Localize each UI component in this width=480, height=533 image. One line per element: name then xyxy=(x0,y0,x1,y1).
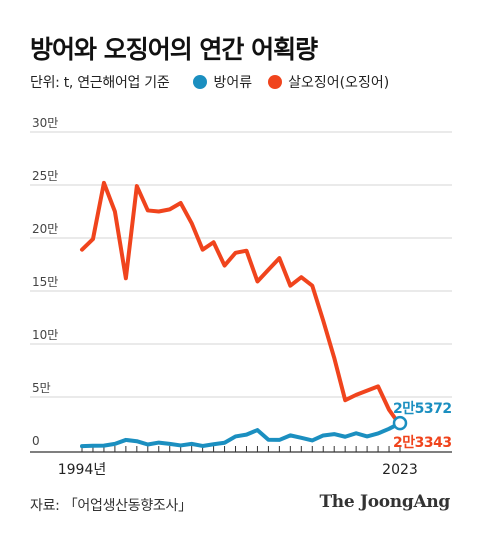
series-lines xyxy=(80,180,402,449)
x-tick-label-end: 2023 xyxy=(382,462,418,478)
y-tick-label: 30만 xyxy=(32,116,58,130)
publisher-logo: The JoongAng xyxy=(319,492,450,512)
series-line-squid xyxy=(80,180,402,428)
gridlines: 0 5만 10만 15만 20만 25만 30만 xyxy=(30,116,452,448)
end-label-squid: 2만3343 xyxy=(393,435,452,451)
y-tick-label: 5만 xyxy=(32,381,51,395)
y-tick-label: 25만 xyxy=(32,169,58,183)
x-tick-label-start: 1994년 xyxy=(58,462,107,478)
y-tick-label: 20만 xyxy=(32,222,58,236)
legend: 단위: t, 연근해어업 기준 방어류 살오징어(오징어) xyxy=(30,72,405,92)
unit-label: 단위: t, 연근해어업 기준 xyxy=(30,75,170,91)
legend-item-squid: 살오징어(오징어) xyxy=(268,72,389,92)
source-note: 자료: 「어업생산동향조사」 xyxy=(30,498,192,514)
data-labels: 2만5372 2만3343 xyxy=(392,401,452,451)
legend-label-squid: 살오징어(오징어) xyxy=(288,75,390,91)
end-point-marker xyxy=(392,415,408,431)
chart-title: 방어와 오징어의 연간 어획량 xyxy=(30,35,318,64)
legend-dot-bangeo xyxy=(193,75,208,89)
legend-item-bangeo: 방어류 xyxy=(193,72,252,92)
y-tick-label: 15만 xyxy=(32,275,58,289)
series-line-bangeo xyxy=(80,421,402,449)
legend-dot-squid xyxy=(268,75,283,89)
y-tick-label: 0 xyxy=(32,434,40,448)
legend-label-bangeo: 방어류 xyxy=(213,75,253,91)
x-axis: 1994년 2023 xyxy=(30,446,452,478)
end-label-bangeo: 2만5372 xyxy=(393,401,452,417)
y-tick-label: 10만 xyxy=(32,328,58,342)
